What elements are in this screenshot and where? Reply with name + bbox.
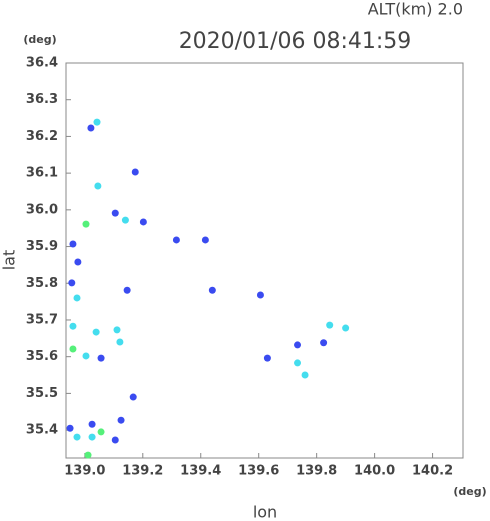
echo-point [69, 240, 77, 248]
echo-point [84, 451, 92, 459]
echo-point [208, 286, 216, 294]
x-tick-label: 140.0 [354, 464, 395, 479]
echo-point [256, 291, 264, 299]
y-tick-label: 35.5 [26, 386, 58, 401]
echo-point [131, 168, 139, 176]
echo-point [88, 420, 96, 428]
x-tick-label: 140.2 [412, 464, 453, 479]
x-tick-label: 139.0 [64, 464, 105, 479]
echo-point [93, 118, 101, 126]
echo-point [294, 359, 302, 367]
y-tick-label: 35.7 [26, 312, 58, 327]
echo-point [301, 371, 309, 379]
echo-point [294, 341, 302, 349]
echo-point [111, 436, 119, 444]
x-tick-label: 139.8 [296, 464, 337, 479]
x-tick-label: 139.2 [122, 464, 163, 479]
echo-point [97, 428, 105, 436]
y-tick-label: 36.0 [26, 202, 58, 217]
echo-point [94, 182, 102, 190]
echo-point [326, 321, 334, 329]
y-tick-label: 36.2 [26, 129, 58, 144]
echo-point [73, 294, 81, 302]
x-axis-title: lon [253, 503, 277, 521]
x-tick-label: 139.6 [238, 464, 279, 479]
altitude-label: ALT(km) 2.0 [368, 0, 463, 19]
echo-point [92, 328, 100, 336]
y-tick-label: 35.6 [26, 349, 58, 364]
x-unit: (deg) [453, 485, 486, 498]
echo-point [139, 218, 147, 226]
echo-point [263, 354, 271, 362]
echo-point [111, 209, 119, 217]
echo-point [129, 393, 137, 401]
y-tick-label: 36.4 [26, 56, 58, 71]
echo-point [97, 354, 105, 362]
y-unit: (deg) [23, 33, 56, 46]
echo-point [320, 339, 328, 347]
echo-point [113, 326, 121, 334]
echo-point [117, 416, 125, 424]
y-axis-title: lat [0, 250, 19, 271]
echo-point [88, 433, 96, 441]
echo-point [82, 220, 90, 228]
x-tick-label: 139.4 [180, 464, 221, 479]
plot-frame [65, 62, 464, 459]
echo-point [69, 345, 77, 353]
echo-point [121, 216, 129, 224]
echo-point [74, 258, 82, 266]
echo-point [201, 236, 209, 244]
echo-point [82, 352, 90, 360]
echo-point [68, 279, 76, 287]
echo-point [87, 124, 95, 132]
echo-point [66, 424, 74, 432]
echo-point [73, 433, 81, 441]
echo-point [172, 236, 180, 244]
echo-point [116, 338, 124, 346]
echo-point [123, 286, 131, 294]
y-tick-label: 36.1 [26, 166, 58, 181]
y-tick-label: 36.3 [26, 92, 58, 107]
echo-point [342, 324, 350, 332]
y-tick-label: 35.8 [26, 276, 58, 291]
chart-title: 2020/01/06 08:41:59 [179, 29, 412, 54]
y-tick-label: 35.4 [26, 423, 58, 438]
echo-point [69, 322, 77, 330]
y-tick-label: 35.9 [26, 239, 58, 254]
